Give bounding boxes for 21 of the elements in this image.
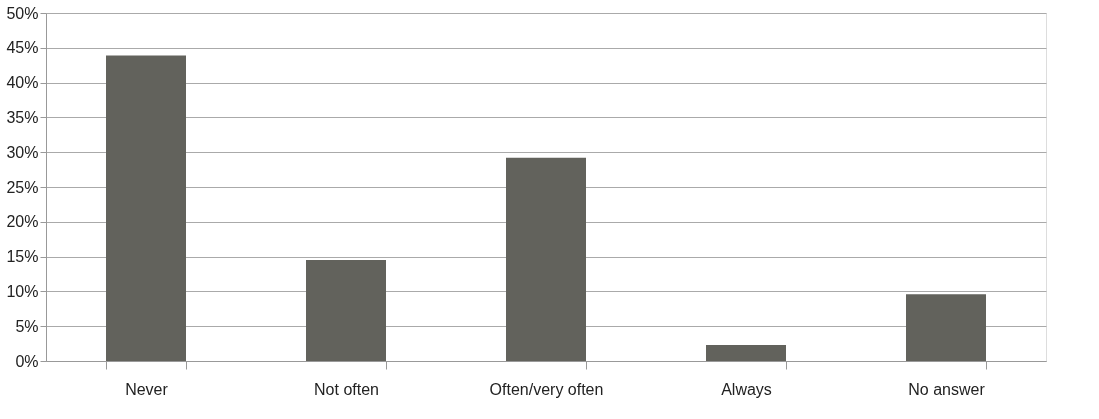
- x-tick-label: Not often: [314, 380, 379, 398]
- bar: [706, 344, 786, 361]
- y-tick-label: 35%: [6, 108, 39, 126]
- y-tick-label: 30%: [6, 143, 39, 161]
- bar: [106, 55, 186, 361]
- y-tick-label: 45%: [6, 39, 39, 57]
- x-tick-label: Never: [125, 380, 169, 398]
- y-tick-label: 10%: [6, 282, 39, 300]
- x-tick-label: Often/very often: [489, 380, 604, 398]
- y-tick-label: 0%: [15, 352, 39, 370]
- y-tick-label: 20%: [6, 213, 39, 231]
- x-tick-label: Always: [721, 380, 772, 398]
- x-tick-label: No answer: [908, 380, 986, 398]
- y-tick-label: 15%: [6, 248, 39, 266]
- y-tick-label: 5%: [15, 317, 39, 335]
- bar: [906, 294, 986, 361]
- y-tick-label: 40%: [6, 74, 39, 92]
- bar: [306, 260, 386, 361]
- y-tick-label: 50%: [6, 4, 39, 22]
- bar: [506, 157, 586, 361]
- y-tick-label: 25%: [6, 178, 39, 196]
